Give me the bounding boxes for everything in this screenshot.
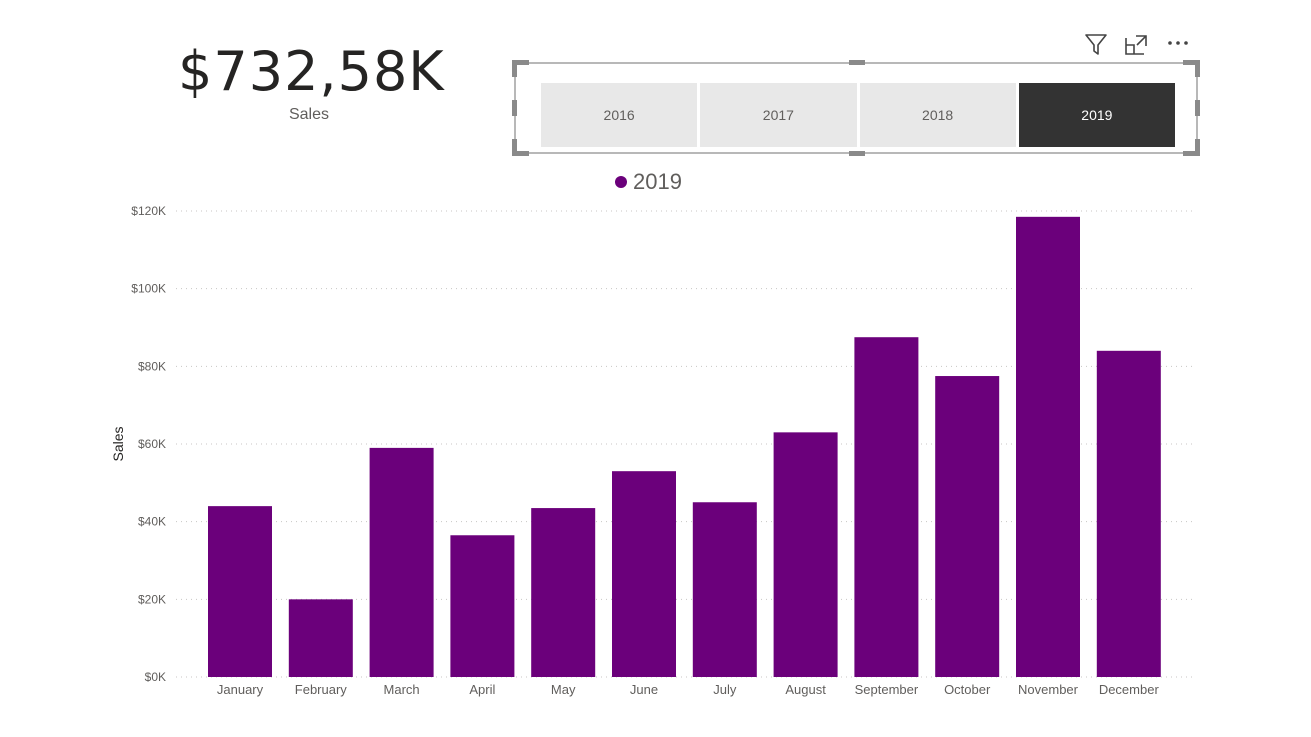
bar-november[interactable] [1016,216,1080,677]
bar-september[interactable] [854,337,919,677]
bar-may[interactable] [531,508,596,677]
x-tick-label: February [295,682,348,697]
kpi-value: $732,58K [178,40,445,103]
x-tick-label: November [1018,682,1079,697]
bar-april[interactable] [450,535,515,677]
x-tick-label: July [713,682,737,697]
year-slicer: 2016 2017 2018 2019 [541,83,1175,147]
slicer-tile-2019[interactable]: 2019 [1018,83,1175,147]
y-tick-label: $80K [138,359,166,373]
chart-legend: 2019 [615,168,682,196]
x-tick-label: April [469,682,495,697]
bar-june[interactable] [612,471,676,677]
filter-icon[interactable] [1082,30,1110,58]
y-axis-title: Sales [110,426,126,461]
x-tick-label: May [551,682,576,697]
slicer-tile-2018[interactable]: 2018 [859,83,1016,147]
x-tick-label: March [384,682,420,697]
visual-header [1078,30,1198,58]
y-tick-label: $0K [145,670,166,684]
resize-handle-bottom[interactable] [849,151,865,156]
resize-handle-bottom-left[interactable] [512,139,529,156]
bar-january[interactable] [208,506,272,677]
resize-handle-top-right[interactable] [1183,60,1200,77]
slicer-tile-2016[interactable]: 2016 [541,83,698,147]
kpi-label: Sales [288,106,330,123]
y-tick-label: $40K [138,515,166,529]
x-tick-label: October [944,682,991,697]
bar-december[interactable] [1096,350,1161,677]
x-tick-label: December [1099,682,1160,697]
resize-handle-right[interactable] [1195,100,1200,116]
legend-label[interactable]: 2019 [633,169,682,194]
x-tick-label: August [785,682,826,697]
y-tick-label: $60K [138,437,166,451]
slicer-tile-2017[interactable]: 2017 [700,83,857,147]
resize-handle-top-left[interactable] [512,60,529,77]
resize-handle-left[interactable] [512,100,517,116]
resize-handle-top[interactable] [849,60,865,65]
bar-march[interactable] [369,447,434,677]
bar-august[interactable] [773,432,838,677]
bar-october[interactable] [935,376,1000,677]
y-tick-label: $120K [131,204,166,218]
legend-marker [615,176,627,188]
focus-mode-icon[interactable] [1122,30,1150,58]
x-tick-label: June [630,682,658,697]
more-options-icon[interactable] [1164,30,1192,58]
bar-february[interactable] [288,599,353,677]
x-tick-label: September [855,682,919,697]
x-tick-label: January [217,682,264,697]
resize-handle-bottom-right[interactable] [1183,139,1200,156]
bar-july[interactable] [692,502,757,677]
y-tick-label: $20K [138,592,166,606]
y-tick-label: $100K [131,282,166,296]
